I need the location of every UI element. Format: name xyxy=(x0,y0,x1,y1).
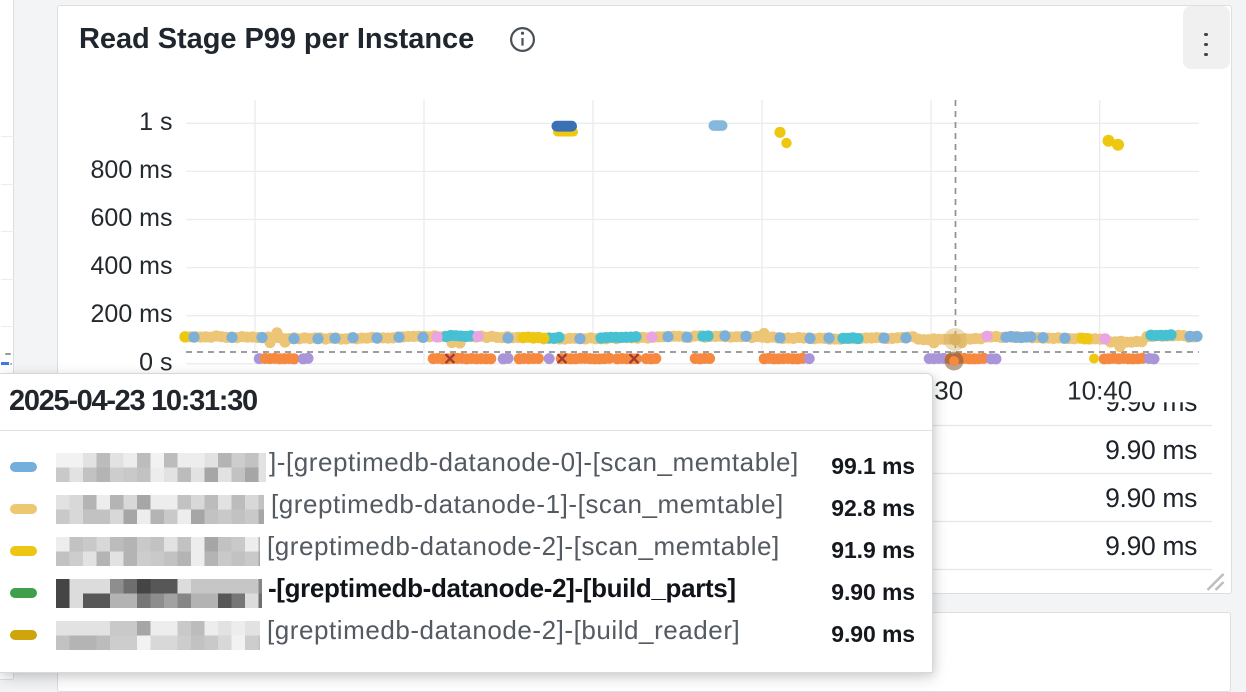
svg-text:1 s: 1 s xyxy=(139,108,172,136)
svg-text:0 s: 0 s xyxy=(139,348,172,376)
svg-text:9.90 ms: 9.90 ms xyxy=(1105,483,1197,513)
svg-text:9.90 ms: 9.90 ms xyxy=(1105,387,1197,417)
svg-text:800 ms: 800 ms xyxy=(91,156,173,184)
svg-text:400 ms: 400 ms xyxy=(91,252,173,280)
svg-text:200 ms: 200 ms xyxy=(91,300,173,328)
svg-text:10:40: 10:40 xyxy=(1067,376,1132,406)
svg-text:600 ms: 600 ms xyxy=(91,204,173,232)
svg-text:9.90 ms: 9.90 ms xyxy=(1105,435,1197,465)
svg-text:9.90 ms: 9.90 ms xyxy=(1105,531,1197,561)
